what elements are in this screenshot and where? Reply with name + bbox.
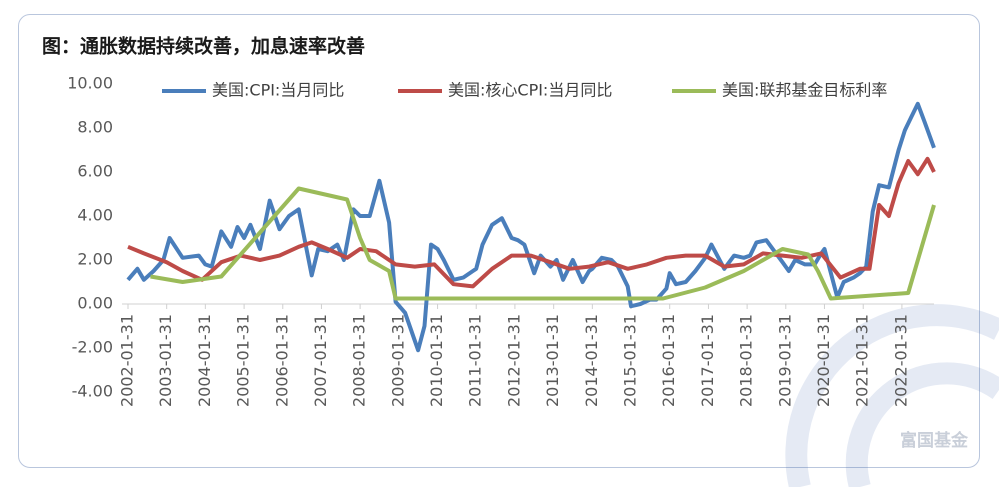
y-tick-label: 0.00 <box>77 294 113 313</box>
x-tick-label: 2017-01-31 <box>698 314 717 407</box>
x-tick-label: 2013-01-31 <box>543 314 562 407</box>
y-tick-label: 6.00 <box>77 162 113 181</box>
legend-label: 美国:CPI:当月同比 <box>212 81 344 100</box>
y-tick-label: 2.00 <box>77 250 113 269</box>
series-line <box>126 101 936 353</box>
x-tick-label: 2015-01-31 <box>621 314 640 407</box>
x-tick-label: 2022-01-31 <box>891 314 910 407</box>
watermark-logo <box>785 304 999 487</box>
x-tick-label: 2012-01-31 <box>504 314 523 407</box>
series-line <box>127 156 936 289</box>
x-tick-label: 2007-01-31 <box>311 314 330 407</box>
legend-label: 美国:联邦基金目标利率 <box>722 81 887 100</box>
x-tick-label: 2008-01-31 <box>350 314 369 407</box>
x-tick-label: 2004-01-31 <box>195 314 214 407</box>
x-tick-label: 2006-01-31 <box>272 314 291 407</box>
y-tick-label: 4.00 <box>77 206 113 225</box>
y-tick-label: -4.00 <box>72 382 113 401</box>
x-tick-label: 2016-01-31 <box>659 314 678 407</box>
x-tick-label: 2021-01-31 <box>853 314 872 407</box>
x-tick-label: 2002-01-31 <box>118 314 137 407</box>
x-tick-label: 2018-01-31 <box>737 314 756 407</box>
x-tick-label: 2009-01-31 <box>388 314 407 407</box>
x-tick-label: 2010-01-31 <box>427 314 446 407</box>
x-tick-label: 2019-01-31 <box>775 314 794 407</box>
x-tick-label: 2020-01-31 <box>814 314 833 407</box>
y-tick-label: -2.00 <box>72 338 113 357</box>
series-line <box>150 186 936 301</box>
x-tick-label: 2005-01-31 <box>234 314 253 407</box>
card <box>18 14 980 468</box>
watermark: 富国基金 <box>900 430 969 451</box>
chart-title: 图：通胀数据持续改善，加息速率改善 <box>42 35 365 58</box>
y-tick-label: 10.00 <box>67 74 113 93</box>
x-tick-label: 2014-01-31 <box>582 314 601 407</box>
y-tick-label: 8.00 <box>77 118 113 137</box>
legend-label: 美国:核心CPI:当月同比 <box>448 81 612 100</box>
x-tick-label: 2011-01-31 <box>466 314 485 407</box>
x-tick-label: 2003-01-31 <box>156 314 175 407</box>
